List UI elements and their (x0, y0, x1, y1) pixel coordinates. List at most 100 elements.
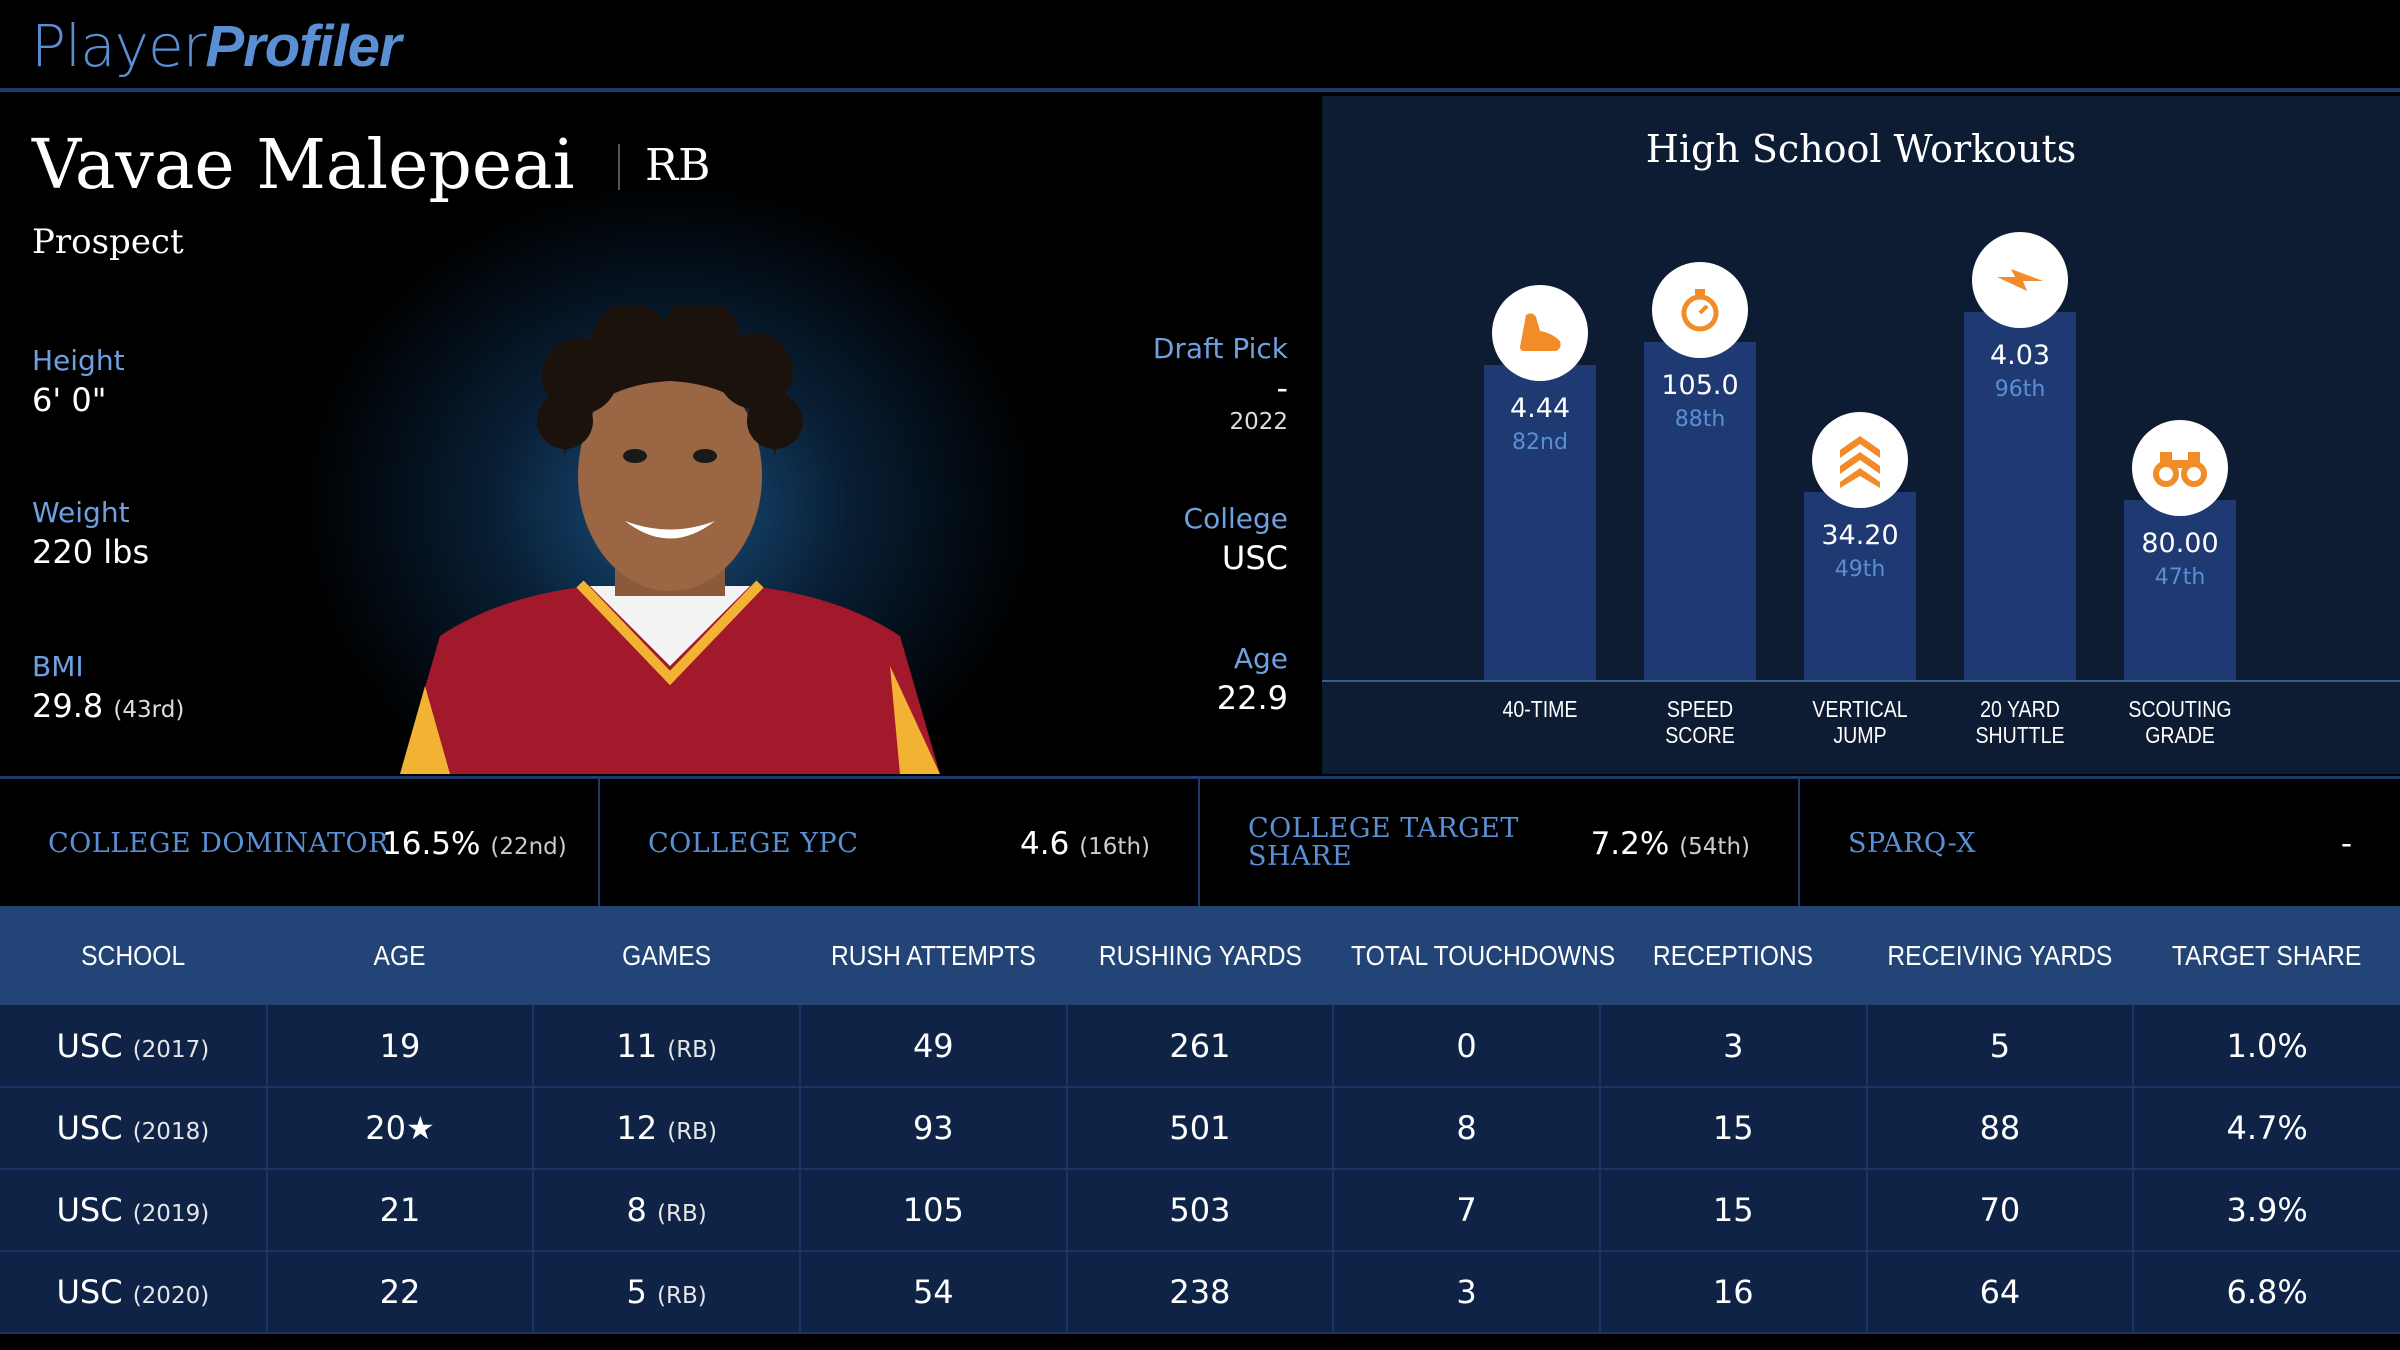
workout-label: SPEED SCORE (1632, 696, 1768, 748)
workout-percentile: 47th (2154, 565, 2206, 590)
cell-total-touchdowns: 3 (1333, 1251, 1601, 1333)
bmi-rank: (43rd) (113, 697, 185, 723)
workout-label-line1: 40-TIME (1502, 696, 1578, 722)
college-dominator-value: 16.5% (22nd) (382, 824, 567, 867)
workout-label-line2: SHUTTLE (1975, 722, 2065, 748)
bmi-label: BMI (32, 650, 84, 683)
header-rushing-yards[interactable]: RUSHING YARDS (1098, 939, 1302, 971)
header-age[interactable]: AGE (373, 939, 426, 971)
college-ypc-cell[interactable]: COLLEGE YPC 4.6 (16th) (600, 779, 1200, 909)
college-stats-table: SCHOOL AGE GAMES RUSH ATTEMPTS RUSHING Y… (0, 906, 2400, 1336)
cell-receiving-yards: 64 (1866, 1251, 2135, 1333)
age-label: Age (1233, 642, 1288, 675)
cell-age: 20★ (266, 1087, 535, 1169)
college-label: College (1183, 502, 1288, 535)
player-photo (380, 306, 960, 774)
draft-year: 2022 (1229, 409, 1288, 435)
header-rush-attempts[interactable]: RUSH ATTEMPTS (830, 939, 1036, 971)
binoculars-icon (2132, 420, 2228, 516)
workout-value: 80.00 (2141, 528, 2219, 559)
cell-receiving-yards: 70 (1866, 1169, 2135, 1251)
header-games[interactable]: GAMES (622, 939, 712, 971)
workout-label-line2: JUMP (1833, 722, 1887, 748)
sparq-x-label: SPARQ-X (1848, 828, 1977, 859)
table-row: USC (2020) 22 5 (RB) 54 238 3 16 64 6.8% (0, 1251, 2400, 1333)
cell-receiving-yards: 5 (1866, 1005, 2135, 1087)
weight-label: Weight (32, 496, 130, 529)
workout-bar (1484, 365, 1596, 680)
college-dominator-number: 16.5% (382, 826, 481, 862)
player-profile-panel: Vavae Malepeai RB Prospect Height 6' 0" … (0, 96, 1320, 774)
cell-school: USC (2020) (0, 1251, 268, 1333)
cell-rushing-yards: 238 (1066, 1251, 1335, 1333)
lightning-icon (1972, 232, 2068, 328)
header-receptions[interactable]: RECEPTIONS (1653, 939, 1814, 971)
workout-value: 4.03 (1989, 340, 2051, 371)
header-total-touchdowns[interactable]: TOTAL TOUCHDOWNS (1351, 939, 1616, 971)
header-school[interactable]: SCHOOL (81, 939, 186, 971)
college-dominator-cell[interactable]: COLLEGE DOMINATOR 16.5% (22nd) (0, 779, 600, 909)
workout-label-line1: SCOUTING (2128, 696, 2232, 722)
college-ypc-label: COLLEGE YPC (648, 828, 859, 859)
college-target-share-value: 7.2% (54th) (1591, 824, 1750, 867)
workout-bar (2124, 500, 2236, 680)
workout-bar (1804, 492, 1916, 680)
workout-bar (1644, 342, 1756, 680)
high-school-workouts-panel: High School Workouts 4.44 82nd 40-TIME 1… (1322, 96, 2400, 774)
workout-value: 34.20 (1821, 520, 1899, 551)
cell-target-share: 4.7% (2226, 1109, 2308, 1147)
cell-rushing-yards: 501 (1066, 1087, 1335, 1169)
cell-games: 12 (RB) (533, 1087, 801, 1169)
workouts-title: High School Workouts (1645, 127, 2077, 171)
weight-value: 220 lbs (32, 533, 150, 571)
cell-receptions: 15 (1599, 1169, 1868, 1251)
cell-target-share: 1.0% (2226, 1026, 2308, 1065)
header-target-share[interactable]: TARGET SHARE (2171, 939, 2362, 971)
college-target-share-number: 7.2% (1590, 826, 1670, 862)
table-row: USC (2018) 20★ 12 (RB) 93 501 8 15 88 4.… (0, 1087, 2400, 1169)
stopwatch-icon (1652, 262, 1748, 358)
height-label: Height (32, 344, 125, 377)
cell-total-touchdowns: 0 (1333, 1005, 1601, 1087)
cell-age: 21 (266, 1169, 535, 1251)
cell-rush-attempts: 105 (799, 1169, 1068, 1251)
header-receiving-yards[interactable]: RECEIVING YARDS (1887, 939, 2113, 971)
sparq-x-value: - (2340, 826, 2352, 862)
cell-target-share: 3.9% (2226, 1191, 2308, 1229)
cell-total-touchdowns: 8 (1333, 1087, 1601, 1169)
workout-label-line2: GRADE (2145, 722, 2215, 748)
workout-label: 40-TIME (1472, 696, 1608, 722)
workout-label: 20 YARD SHUTTLE (1952, 696, 2088, 748)
cell-school: USC (2019) (0, 1169, 268, 1251)
workout-label: VERTICAL JUMP (1792, 696, 1928, 748)
workout-value: 105.0 (1661, 370, 1739, 401)
college-dominator-label: COLLEGE DOMINATOR (48, 828, 389, 859)
player-profiler-logo[interactable]: PlayerProfiler (31, 14, 402, 79)
cell-target-share: 6.8% (2226, 1273, 2308, 1311)
college-value: USC (1221, 539, 1288, 577)
cell-games: 5 (RB) (533, 1251, 801, 1333)
cell-games: 8 (RB) (533, 1169, 801, 1251)
sparq-x-cell[interactable]: SPARQ-X - (1800, 779, 2400, 909)
workouts-baseline (1322, 680, 2400, 682)
draft-pick-value: - (1276, 369, 1288, 407)
cell-rushing-yards: 503 (1066, 1169, 1335, 1251)
cell-school: USC (2018) (0, 1087, 268, 1169)
player-status: Prospect (32, 222, 184, 262)
table-row: USC (2019) 21 8 (RB) 105 503 7 15 70 3.9… (0, 1169, 2400, 1251)
running-shoe-icon (1492, 285, 1588, 381)
player-name: Vavae Malepeai (32, 126, 575, 205)
cell-age: 22 (266, 1251, 535, 1333)
workout-label-line2: SCORE (1665, 722, 1735, 748)
cell-rushing-yards: 261 (1066, 1005, 1335, 1087)
college-ypc-rank: (16th) (1079, 834, 1150, 860)
college-ypc-value: 4.6 (16th) (1020, 824, 1150, 867)
age-value: 22.9 (1216, 679, 1288, 717)
college-target-share-cell[interactable]: COLLEGE TARGET SHARE 7.2% (54th) (1200, 779, 1800, 909)
bmi-number: 29.8 (32, 687, 104, 725)
cell-receptions: 16 (1599, 1251, 1868, 1333)
top-bar: PlayerProfiler (0, 0, 2400, 92)
college-dominator-rank: (22nd) (490, 834, 567, 860)
cell-receptions: 3 (1599, 1005, 1868, 1087)
college-stats-strip: COLLEGE DOMINATOR 16.5% (22nd) COLLEGE Y… (0, 776, 2400, 909)
